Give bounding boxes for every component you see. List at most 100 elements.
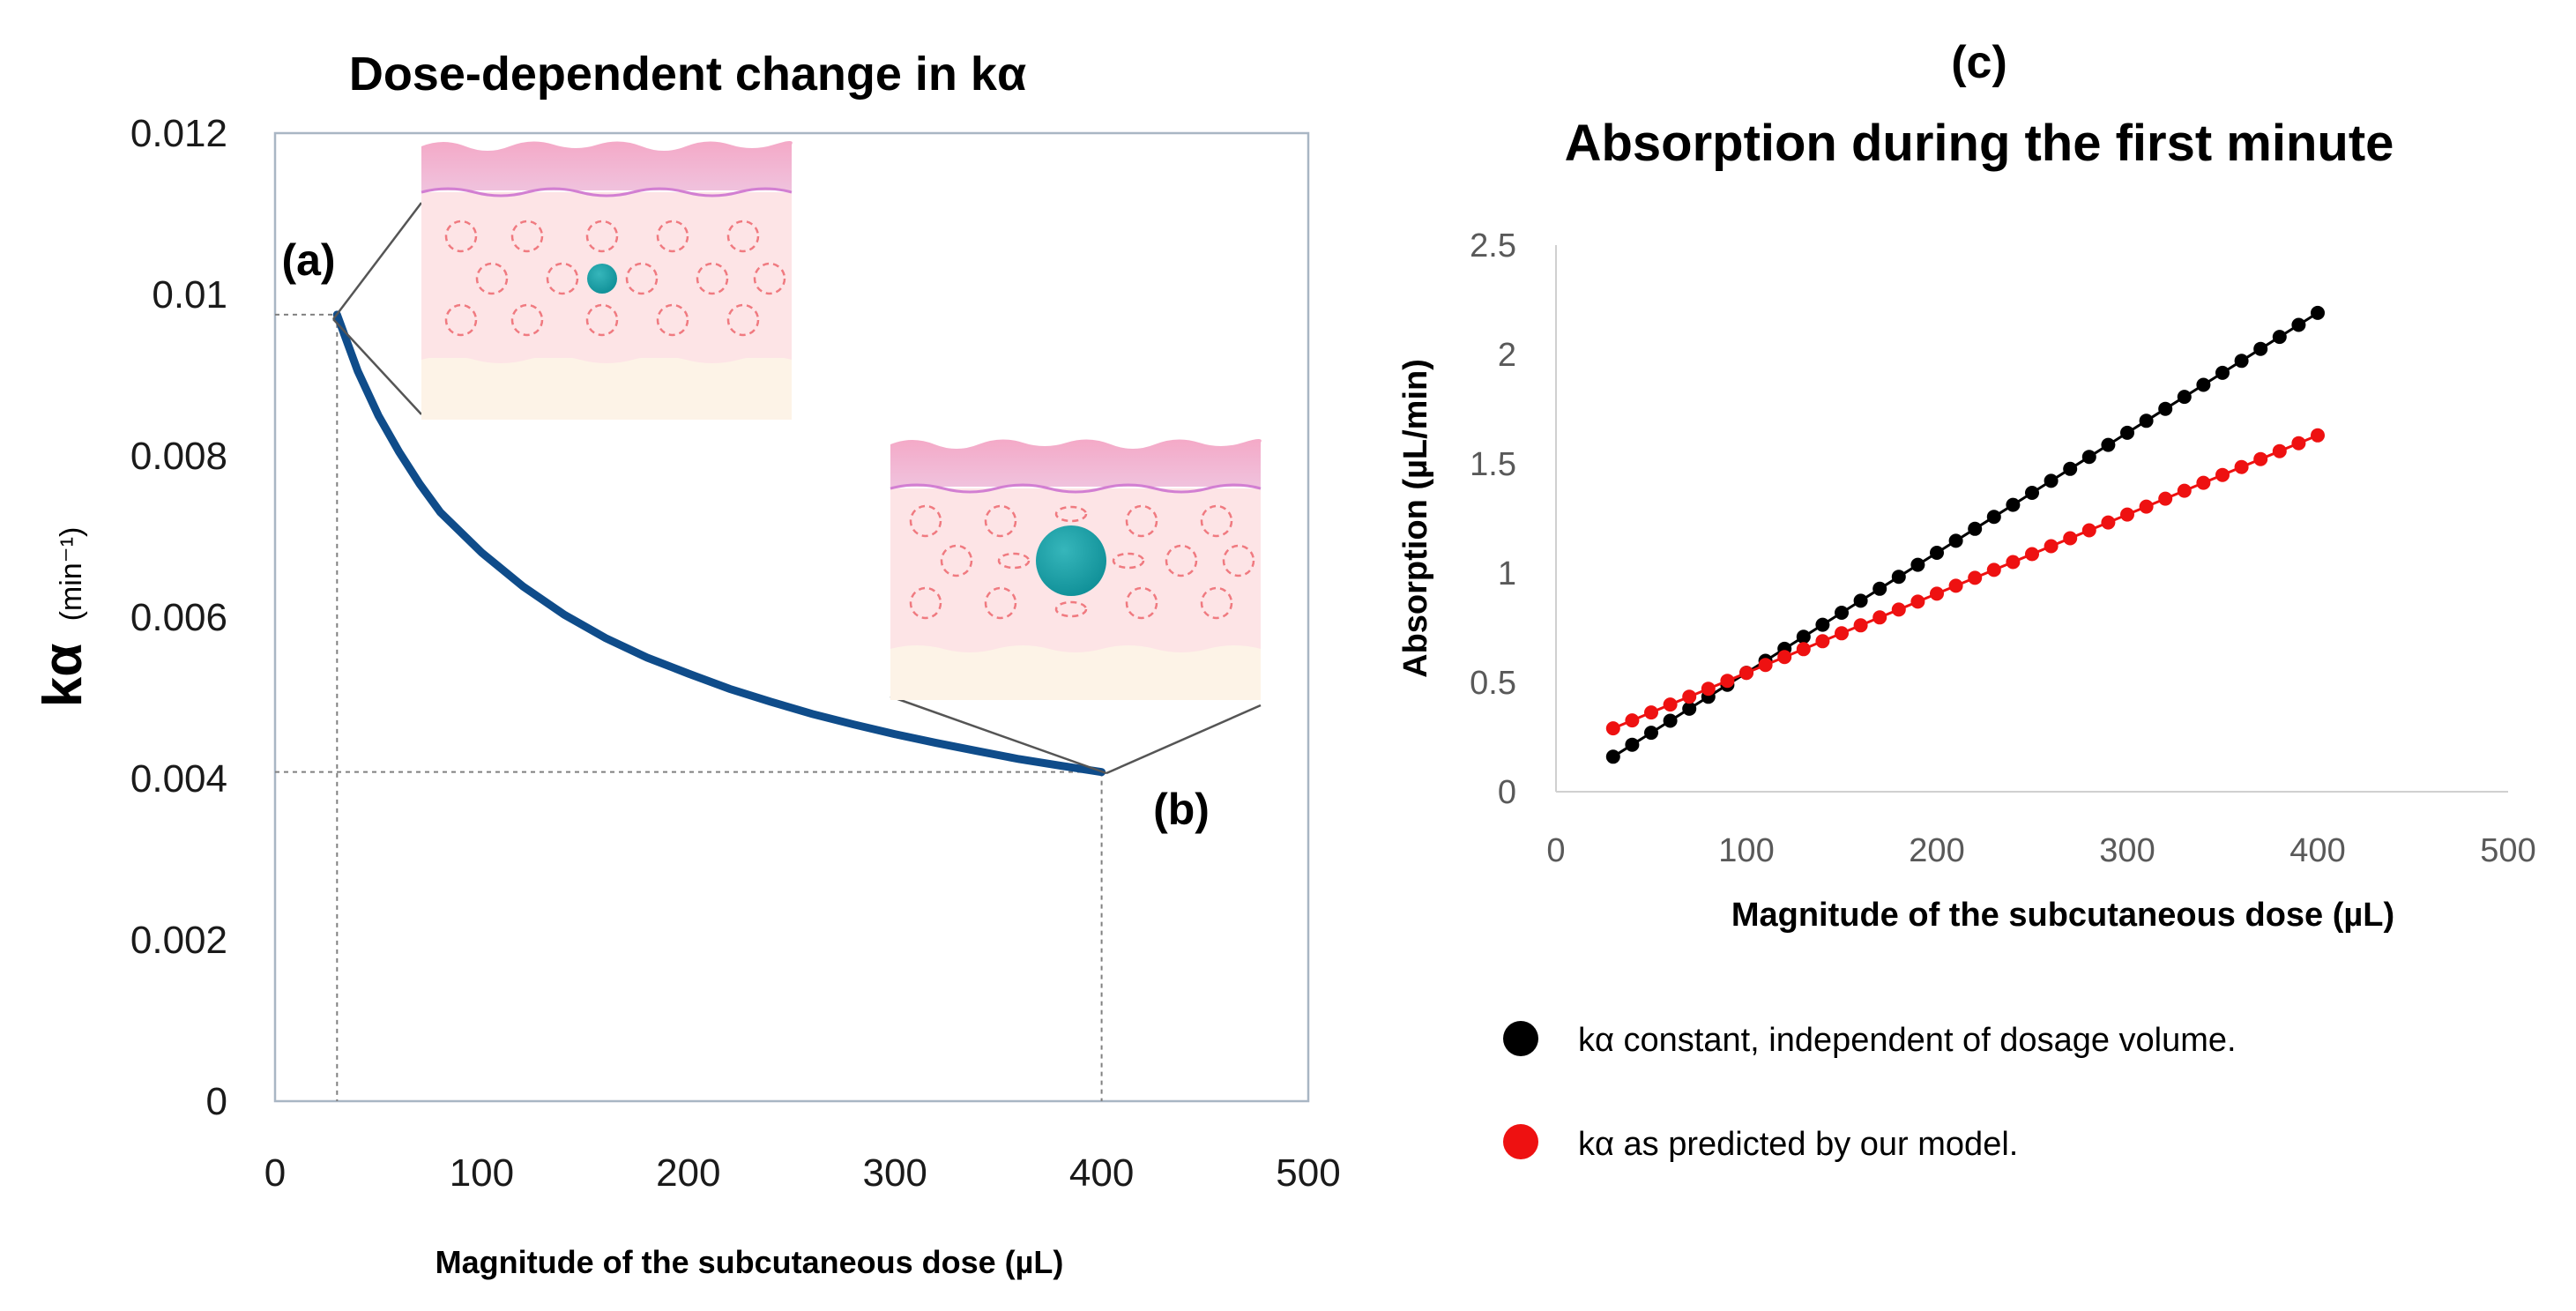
left-x-tick-label: 300 [862,1151,927,1195]
left-x-label: Magnitude of the subcutaneous dose (µL) [436,1244,1064,1280]
left-x-tick-label: 100 [450,1151,514,1195]
series-1 [1605,428,2325,736]
data-point [2081,450,2096,465]
data-point [1625,737,1640,752]
cell-outline [510,220,544,253]
data-point [1835,626,1849,641]
callout-line-a-top [332,202,422,320]
cell-outline [444,303,478,337]
data-point [2101,437,2116,452]
series-line [1612,434,2319,730]
left-chart: Dose-dependent change in kα 00.0020.0040… [33,48,1341,1280]
data-point [2215,467,2230,482]
cell-outline [984,586,1017,620]
data-point [1891,602,1906,617]
legend: kα constant, independent of dosage volum… [1503,1021,2237,1163]
right-y-tick-label: 2 [1498,337,1516,374]
data-point [1986,562,2001,577]
left-title-text: Dose-dependent change in kα [349,48,1026,101]
cell-outline [696,262,729,295]
data-point [2311,305,2325,320]
cell-outline [625,262,659,295]
data-point [2234,354,2249,369]
right-x-tick-label: 300 [2099,832,2155,869]
legend-label-model: kα as predicted by our model. [1578,1126,2018,1163]
cell-outline [753,262,786,295]
skin-illustration-small-dose [421,141,793,420]
data-point [1968,570,1983,585]
data-point [2196,377,2211,392]
legend-marker-constant [1503,1021,1538,1056]
data-point [1815,617,1830,632]
cell-outline [444,220,478,253]
dose-droplet-small [587,264,617,294]
data-point [1644,726,1658,741]
annotation-a: (a) [281,235,335,285]
cell-outline [585,220,619,253]
data-point [1796,629,1811,644]
left-y-tick-label: 0.012 [130,112,227,155]
compressed-cell-outline [1112,552,1145,570]
left-guide-lines [275,313,1103,1101]
data-point [1605,721,1620,736]
right-chart-title: Absorption during the first minute [1565,115,2394,172]
right-y-tick-label: 1 [1498,555,1516,592]
data-point [2177,483,2192,498]
data-point [1644,705,1658,720]
svg-text:kα (min⁻¹): kα (min⁻¹) [33,527,93,708]
right-chart: (c) Absorption during the first minute 0… [1397,37,2536,1163]
data-point [2101,515,2116,530]
data-point [2291,436,2306,451]
left-y-label-unit: (min⁻¹) [55,527,88,622]
right-series [1605,305,2325,764]
left-y-tick-label: 0.002 [130,919,227,962]
data-point [1853,593,1868,608]
callout-line-a-bottom [332,318,422,415]
series-0 [1605,305,2325,764]
compressed-cell-outline [1054,505,1088,523]
left-x-tick-label: 0 [264,1151,286,1195]
data-point [2291,317,2306,332]
data-point [1663,697,1678,712]
cell-outline [984,504,1017,538]
data-point [1910,594,1925,609]
cell-outline [909,504,942,538]
data-point [2120,507,2134,522]
left-y-label: kα (min⁻¹) [33,527,93,708]
compressed-cell-outline [997,552,1031,570]
data-point [1605,749,1620,764]
data-point [2234,459,2249,474]
data-point [1625,713,1640,728]
left-y-tick-label: 0.006 [130,596,227,639]
data-point [1948,533,1963,548]
left-y-tick-label: 0.01 [152,273,227,317]
cell-outline [940,544,973,577]
data-point [2120,425,2134,440]
data-point [1758,658,1773,673]
data-point [2196,475,2211,490]
left-y-ticks: 0 0.002 0.004 0.006 0.008 0.01 0.012 [130,112,227,1123]
data-point [2025,547,2039,562]
data-point [1930,586,1944,601]
right-x-tick-label: 200 [1909,832,1964,869]
data-point [1891,570,1906,585]
data-point [2272,330,2287,345]
data-point [2177,390,2192,405]
left-x-tick-label: 500 [1276,1151,1340,1195]
data-point [2025,486,2039,500]
data-point [2158,491,2173,506]
data-point [1663,713,1678,728]
data-point [2311,428,2325,443]
data-point [1872,610,1887,625]
data-point [2044,539,2059,554]
right-x-tick-label: 400 [2289,832,2345,869]
cell-outline [656,220,689,253]
left-x-tick-label: 400 [1069,1151,1134,1195]
cell-outline [909,586,942,620]
data-point [1720,674,1735,689]
right-y-tick-label: 1.5 [1470,446,1516,483]
series-line [1612,311,2319,758]
right-y-tick-label: 0.5 [1470,665,1516,702]
data-point [1682,689,1697,704]
